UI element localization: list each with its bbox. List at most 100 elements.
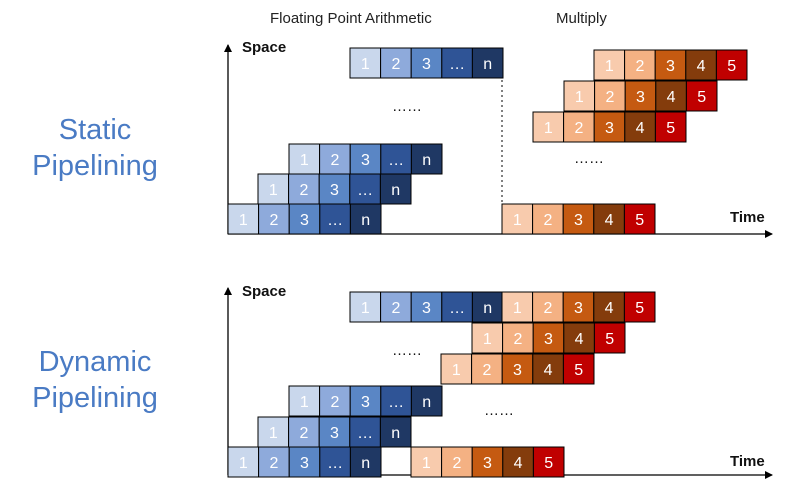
dynamic-fp-row-n-cell-5: [471, 291, 504, 323]
dynamic-fp-row-3-cell-label-1: 1: [300, 394, 309, 411]
dynamic-fp-row-3-cell-label-3: 3: [361, 394, 370, 411]
static-fp-row-1-cell-label-2: 2: [269, 212, 278, 229]
static-fp-row-3-cell-4: [380, 143, 412, 175]
dynamic-mul-row-1-cell-1: [410, 446, 443, 478]
static-fp-row-3-cell-label-1: 1: [300, 152, 309, 169]
dynamic-fp-row-2-cell-label-1: 1: [269, 425, 278, 442]
static-mul-row-4-cell-label-5: 5: [727, 58, 736, 75]
static-mul-row-2-cell-label-4: 4: [636, 120, 645, 137]
dynamic-fp-ellipsis: ……: [392, 342, 422, 359]
floating-point-header: Floating Point Arithmetic: [270, 10, 432, 27]
static-mul-row-4-cell-label-2: 2: [635, 58, 644, 75]
dynamic-fp-row-n-cell-1: [349, 291, 382, 323]
static-fp-row-2-cell-5: [379, 173, 412, 205]
static-mul-row-1-cell-5: [623, 203, 656, 235]
static-time-axis-label: Time: [730, 209, 765, 226]
dynamic-fp-row-3-cell-3: [349, 385, 382, 417]
dynamic-mul-row-2-cell-4: [532, 353, 564, 385]
static-label-line1: Static: [58, 114, 132, 146]
static-fp-row-2-cell-3: [318, 173, 351, 205]
static-mul-row-2-cell-3: [593, 111, 626, 143]
static-mul-row-3-cell-label-2: 2: [605, 89, 614, 106]
dynamic-fp-row-3-cell-label-2: 2: [330, 394, 339, 411]
dynamic-mul-row-4-cell-label-4: 4: [605, 300, 614, 317]
dynamic-mul-row-4-cell-5: [623, 291, 656, 323]
dynamic-mul-row-2-cell-label-1: 1: [452, 362, 461, 379]
static-fp-row-1-cell-label-4: …: [327, 212, 343, 229]
static-fp-row-1-cell-label-3: 3: [300, 212, 309, 229]
static-fp-row-3-cell-5: [410, 143, 443, 175]
dynamic-mul-row-3-cell-label-2: 2: [513, 331, 522, 348]
dynamic-mul-row-3-cell-5: [593, 322, 626, 354]
dynamic-label-line2: Pipelining: [32, 382, 158, 414]
dynamic-mul-row-1-cell-3: [471, 446, 504, 478]
dynamic-fp-row-1-cell-4: [319, 446, 351, 478]
dynamic-fp-row-3-cell-5: [410, 385, 443, 417]
static-pipelining-label: Static Pipelining: [0, 112, 190, 184]
dynamic-fp-row-2-cell-5: [379, 416, 412, 448]
static-mul-row-4-cell-label-1: 1: [605, 58, 614, 75]
dynamic-fp-row-n-cell-2: [380, 291, 412, 323]
static-mul-row-3-cell-5: [685, 80, 718, 112]
static-fp-row-2-cell-label-5: n: [391, 182, 400, 199]
dynamic-pipelining-label: Dynamic Pipelining: [0, 344, 190, 416]
static-mul-row-1-cell-label-3: 3: [574, 212, 583, 229]
static-fp-row-2-cell-label-2: 2: [299, 182, 308, 199]
dynamic-mul-row-2-cell-5: [562, 353, 595, 385]
static-mul-row-1-cell-4: [593, 203, 625, 235]
dynamic-mul-row-1-cell-label-1: 1: [422, 455, 431, 472]
static-mul-row-4-cell-4: [685, 49, 717, 81]
static-mul-row-2-cell-label-3: 3: [605, 120, 614, 137]
dynamic-mul-row-2-cell-label-2: 2: [482, 362, 491, 379]
static-mul-row-2-cell-label-2: 2: [574, 120, 583, 137]
static-mul-row-2-cell-label-1: 1: [544, 120, 553, 137]
static-fp-row-3-cell-label-2: 2: [330, 152, 339, 169]
multiply-header: Multiply: [556, 10, 607, 27]
static-mul-row-3-cell-label-4: 4: [667, 89, 676, 106]
static-fp-row-3-cell-label-5: n: [422, 152, 431, 169]
dynamic-fp-row-3-cell-4: [380, 385, 412, 417]
static-fp-row-n-cell-label-3: 3: [422, 56, 431, 73]
static-mul-row-1-cell-label-1: 1: [513, 212, 522, 229]
static-fp-row-3-cell-3: [349, 143, 382, 175]
dynamic-mul-row-1-cell-5: [532, 446, 565, 478]
dynamic-mul-row-3-cell-label-1: 1: [483, 331, 492, 348]
dynamic-fp-row-1-cell-label-3: 3: [300, 455, 309, 472]
dynamic-mul-row-1-cell-2: [441, 446, 473, 478]
dynamic-fp-row-n-cell-label-3: 3: [422, 300, 431, 317]
static-mul-row-2-cell-1: [532, 111, 565, 143]
static-mul-row-1-cell-label-4: 4: [605, 212, 614, 229]
dynamic-mul-row-4-cell-2: [532, 291, 564, 323]
static-fp-row-2-cell-label-4: …: [357, 182, 373, 199]
dynamic-fp-row-1-cell-label-2: 2: [269, 455, 278, 472]
static-mul-row-3-cell-1: [563, 80, 596, 112]
dynamic-fp-row-n-cell-label-4: …: [449, 300, 465, 317]
dynamic-fp-row-n-cell-label-1: 1: [361, 300, 370, 317]
static-fp-row-2-cell-label-1: 1: [269, 182, 278, 199]
dynamic-fp-row-3-cell-label-4: …: [388, 394, 404, 411]
static-fp-row-n-cell-3: [410, 47, 443, 79]
static-fp-row-n-cell-2: [380, 47, 412, 79]
dynamic-fp-row-3-cell-2: [319, 385, 351, 417]
dynamic-fp-row-2-cell-4: [349, 416, 381, 448]
static-fp-row-n-cell-label-4: …: [449, 56, 465, 73]
static-fp-row-3-cell-label-3: 3: [361, 152, 370, 169]
dynamic-mul-row-4-cell-label-1: 1: [513, 300, 522, 317]
dynamic-mul-row-4-cell-1: [501, 291, 534, 323]
static-mul-row-4-cell-label-3: 3: [666, 58, 675, 75]
dynamic-mul-row-1-cell-label-2: 2: [452, 455, 461, 472]
static-fp-row-n-cell-1: [349, 47, 382, 79]
dynamic-mul-row-3-cell-label-5: 5: [605, 331, 614, 348]
static-mul-row-2-cell-2: [563, 111, 595, 143]
static-fp-row-n-cell-label-5: n: [483, 56, 492, 73]
static-mul-row-1-cell-label-2: 2: [543, 212, 552, 229]
static-mul-row-2-cell-5: [654, 111, 687, 143]
dynamic-mul-row-2-cell-label-3: 3: [513, 362, 522, 379]
dynamic-mul-row-4-cell-3: [562, 291, 595, 323]
static-fp-row-3-cell-1: [288, 143, 321, 175]
dynamic-fp-row-n-cell-3: [410, 291, 443, 323]
dynamic-mul-row-4-cell-label-2: 2: [543, 300, 552, 317]
static-mul-row-4-cell-label-4: 4: [697, 58, 706, 75]
static-mul-row-2-cell-4: [624, 111, 656, 143]
